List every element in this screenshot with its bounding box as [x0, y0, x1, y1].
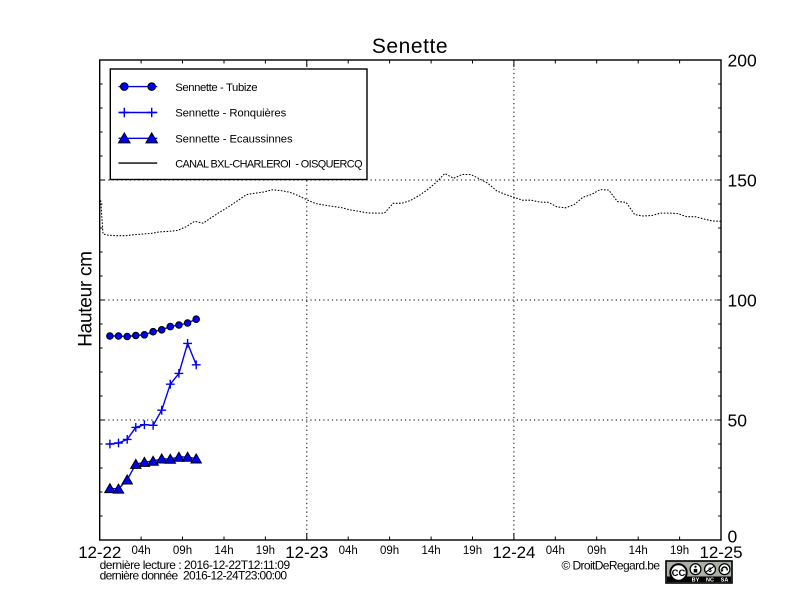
svg-text:04h: 04h [339, 545, 358, 557]
svg-text:CANAL BXL-CHARLEROI - OISQUERC: CANAL BXL-CHARLEROI - OISQUERCQ [175, 158, 362, 170]
svg-text:0: 0 [728, 526, 738, 546]
svg-text:12-24: 12-24 [492, 543, 535, 562]
svg-text:200: 200 [728, 50, 757, 70]
svg-text:09h: 09h [587, 545, 606, 557]
svg-text:09h: 09h [380, 545, 399, 557]
svg-text:04h: 04h [546, 545, 565, 557]
svg-text:Sennette - Tubize: Sennette - Tubize [175, 82, 257, 94]
svg-text:19h: 19h [670, 545, 689, 557]
svg-text:BY: BY [692, 578, 700, 584]
svg-text:© DroitDeRegard.be: © DroitDeRegard.be [562, 559, 661, 573]
svg-text:dernière donnée 2016-12-24T23: dernière donnée 2016-12-24T23:00:00 [100, 569, 288, 583]
svg-text:Sennette - Ronquières: Sennette - Ronquières [175, 108, 286, 120]
svg-text:SA: SA [721, 578, 729, 584]
svg-text:CC: CC [672, 568, 686, 579]
svg-text:dernière lecture : 2016-12-22T: dernière lecture : 2016-12-22T12:11:09 [100, 558, 291, 572]
svg-text:NC: NC [706, 578, 714, 584]
svg-text:Hauteur cm: Hauteur cm [76, 251, 97, 347]
svg-text:12-25: 12-25 [700, 543, 743, 562]
svg-text:19h: 19h [256, 545, 275, 557]
svg-text:04h: 04h [132, 545, 151, 557]
svg-text:50: 50 [728, 410, 748, 430]
svg-text:14h: 14h [422, 545, 441, 557]
svg-text:150: 150 [728, 170, 757, 190]
svg-text:19h: 19h [463, 545, 482, 557]
svg-text:12-22: 12-22 [78, 543, 121, 562]
svg-text:14h: 14h [214, 545, 233, 557]
svg-text:09h: 09h [173, 545, 192, 557]
svg-text:14h: 14h [629, 545, 648, 557]
svg-text:12-23: 12-23 [285, 543, 328, 562]
svg-text:Senette: Senette [372, 35, 448, 58]
svg-text:Sennette - Ecaussinnes: Sennette - Ecaussinnes [175, 134, 293, 146]
svg-text:$: $ [708, 568, 712, 574]
svg-text:100: 100 [728, 290, 757, 310]
